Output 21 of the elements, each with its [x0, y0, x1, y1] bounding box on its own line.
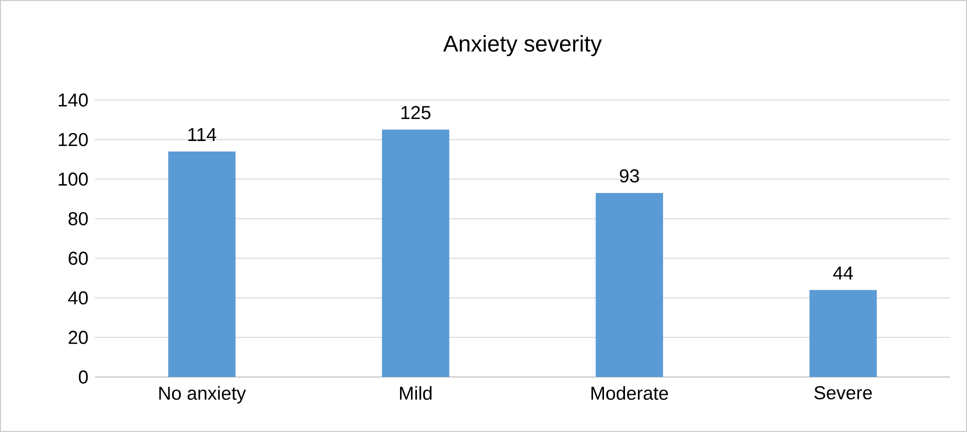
bar [382, 130, 450, 377]
y-tick-label: 120 [58, 132, 88, 146]
y-tick-label: 20 [68, 330, 88, 344]
x-tick-label: Mild [400, 386, 432, 400]
y-tick-label: 60 [68, 252, 88, 265]
y-tick-label: 100 [58, 172, 88, 186]
y-tick-label: 0 [78, 370, 88, 384]
data-label: 44 [833, 266, 853, 280]
chart-title: Anxiety severity [443, 35, 602, 56]
data-label: 93 [620, 169, 639, 183]
y-tick-label: 140 [58, 93, 88, 107]
bar [596, 192, 664, 377]
data-label: 114 [188, 128, 216, 141]
bar [168, 151, 236, 377]
data-label: 125 [401, 106, 430, 120]
y-tick-label: 80 [68, 212, 88, 226]
y-tick-label: 40 [68, 291, 88, 304]
x-tick-label: No anxiety [159, 386, 246, 404]
x-tick-label: Severe [814, 386, 872, 400]
bar [809, 290, 877, 377]
x-tick-label: Moderate [591, 386, 668, 400]
